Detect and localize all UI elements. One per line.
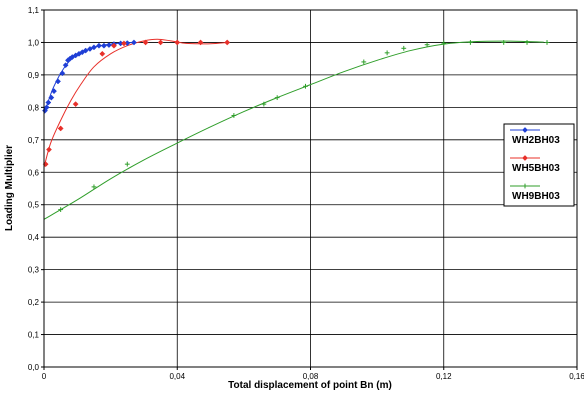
data-point-wh9bh03: [524, 40, 530, 45]
data-point-wh2bh03: [48, 94, 55, 101]
data-point-wh9bh03: [58, 207, 64, 212]
data-point-wh2bh03: [87, 45, 93, 52]
plot-frame: [43, 9, 578, 368]
y-tick-label: 0,9: [28, 71, 40, 80]
data-point-wh5bh03: [224, 39, 231, 46]
data-point-wh2bh03: [91, 44, 97, 51]
data-point-wh5bh03: [57, 125, 64, 132]
data-point-wh5bh03: [99, 50, 106, 57]
data-point-wh2bh03: [101, 42, 107, 49]
data-point-wh2bh03: [130, 39, 137, 46]
y-tick-label: 0,7: [28, 136, 40, 145]
x-tick-label: 0,16: [569, 372, 584, 381]
data-point-wh2bh03: [106, 42, 112, 49]
data-point-wh9bh03: [468, 40, 473, 45]
data-point-wh5bh03: [72, 101, 79, 108]
series-curve-wh9bh03: [43, 40, 544, 220]
data-point-wh9bh03: [441, 40, 447, 46]
y-tick-label: 0,0: [28, 363, 40, 372]
series-markers: [42, 39, 550, 212]
y-tick-label: 0,6: [28, 168, 40, 177]
y-tick-label: 0,3: [28, 266, 40, 275]
x-axis-title: Total displacement of point Bn (m): [228, 380, 392, 391]
data-point-wh9bh03: [231, 113, 237, 118]
y-tick-labels: 0,0 0,1 0,2 0,3 0,4 0,5 0,6 0,7 0,8 0,9 1,0 1,1: [28, 6, 40, 372]
data-point-wh5bh03: [197, 39, 204, 46]
data-point-wh9bh03: [303, 83, 308, 89]
data-point-wh5bh03: [174, 39, 181, 46]
data-point-wh9bh03: [501, 40, 507, 45]
data-point-wh9bh03: [91, 184, 97, 190]
legend-marker-wh2bh03: [522, 127, 528, 133]
data-point-wh9bh03: [274, 95, 280, 101]
x-tick-label: 0: [42, 372, 47, 381]
data-point-wh9bh03: [261, 101, 267, 107]
y-tick-label: 1,0: [28, 38, 40, 47]
y-tick-label: 1,1: [28, 6, 40, 15]
data-point-wh5bh03: [157, 39, 164, 46]
data-point-wh5bh03: [120, 40, 127, 47]
y-tick-label: 0,4: [28, 233, 40, 242]
data-point-wh9bh03: [424, 42, 430, 48]
data-point-wh9bh03: [544, 40, 550, 45]
y-axis-title: Loading Multiplier: [4, 145, 15, 231]
data-point-wh5bh03: [111, 42, 117, 49]
data-point-wh5bh03: [46, 146, 52, 153]
legend: WH2BH03 WH5BH03 WH9BH03: [503, 123, 575, 207]
legend-marker-wh9bh03: [522, 183, 528, 189]
data-point-wh2bh03: [55, 78, 61, 85]
y-tick-label: 0,1: [28, 331, 40, 340]
data-point-wh2bh03: [82, 47, 89, 54]
legend-box: [503, 123, 575, 207]
data-point-wh9bh03: [384, 50, 390, 56]
x-tick-label: 0,12: [436, 372, 452, 381]
data-point-wh2bh03: [45, 99, 52, 106]
x-tick-labels: 0 0,04 0,08 0,12 0,16: [42, 372, 584, 381]
data-point-wh2bh03: [43, 104, 50, 111]
data-point-wh9bh03: [124, 161, 130, 167]
legend-label-wh5bh03: WH5BH03: [512, 163, 560, 174]
legend-label-wh9bh03: WH9BH03: [512, 191, 560, 202]
data-point-wh5bh03: [142, 39, 149, 46]
y-tick-label: 0,8: [28, 103, 40, 112]
data-point-wh9bh03: [401, 45, 407, 51]
data-point-wh9bh03: [361, 59, 367, 65]
y-tick-label: 0,5: [28, 201, 40, 210]
x-tick-label: 0,04: [169, 372, 185, 381]
data-point-wh2bh03: [96, 42, 102, 49]
legend-marker-wh5bh03: [522, 155, 528, 161]
data-point-wh2bh03: [51, 88, 57, 95]
data-point-wh2bh03: [62, 62, 69, 69]
legend-label-wh2bh03: WH2BH03: [512, 135, 560, 146]
data-point-wh2bh03: [59, 70, 66, 77]
x-tick-label: 0,08: [303, 372, 319, 381]
y-tick-label: 0,2: [28, 298, 40, 307]
